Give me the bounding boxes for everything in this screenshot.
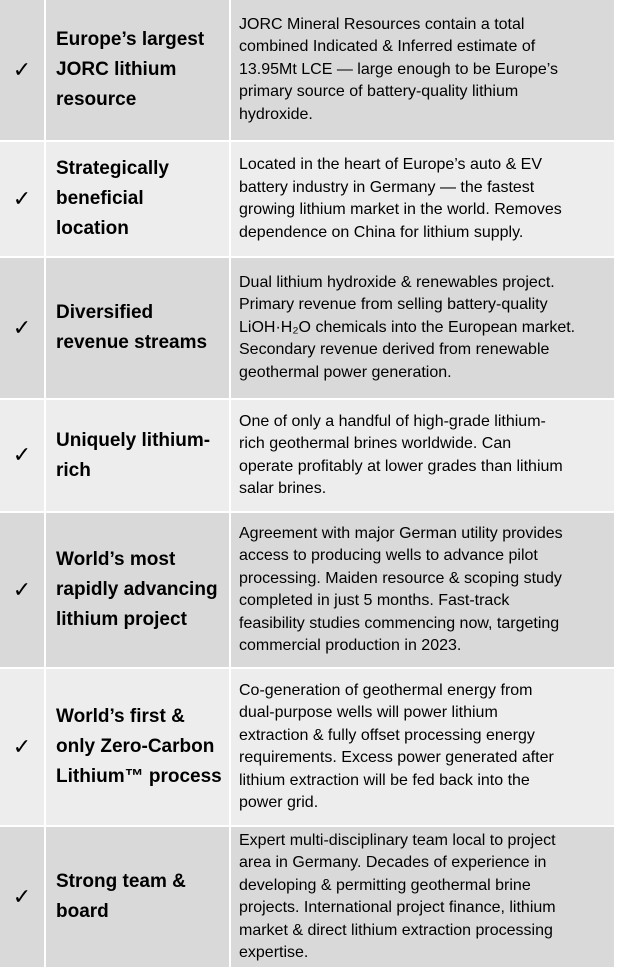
row-description-cell: Expert multi-disciplinary team local to … (231, 827, 614, 967)
row-title-cell: Europe’s largest JORC lithium resource (46, 0, 231, 140)
row-description: Expert multi-disciplinary team local to … (239, 831, 556, 962)
checkmark-icon: ✓ (0, 827, 46, 967)
row-description: Dual lithium hydroxide & renewables proj… (239, 273, 576, 381)
row-title-cell: World’s first & only Zero-Carbon Lithium… (46, 669, 231, 825)
row-title-cell: Uniquely lithium- rich (46, 400, 231, 511)
table-row: ✓ World’s most rapidly advancing lithium… (0, 513, 614, 669)
row-title: World’s first & only Zero-Carbon Lithium… (56, 706, 222, 787)
row-description-cell: JORC Mineral Resources contain a total c… (231, 0, 614, 140)
row-title: Strong team & board (56, 871, 186, 922)
table-row: ✓ Europe’s largest JORC lithium resource… (0, 0, 614, 142)
row-description-cell: Dual lithium hydroxide & renewables proj… (231, 258, 614, 398)
row-title: Uniquely lithium- rich (56, 429, 211, 481)
row-title: Europe’s largest JORC lithium resource (56, 29, 205, 110)
row-title-cell: Strategically beneficial location (46, 142, 231, 256)
checkmark-icon: ✓ (0, 669, 46, 825)
checkmark-icon: ✓ (0, 142, 46, 256)
row-description: Located in the heart of Europe’s auto & … (239, 156, 562, 241)
checkmark-icon: ✓ (0, 513, 46, 667)
table-row: ✓ Diversified revenue streams Dual lithi… (0, 258, 614, 400)
row-description-cell: Co-generation of geothermal energy from … (231, 669, 614, 825)
checkmark-icon: ✓ (0, 0, 46, 140)
row-title: Strategically beneficial location (56, 158, 169, 239)
table-row: ✓ Strong team & board Expert multi-disci… (0, 827, 614, 969)
row-description-cell: One of only a handful of high-grade lith… (231, 400, 614, 511)
row-title: Diversified revenue streams (56, 302, 208, 353)
row-description: One of only a handful of high-grade lith… (239, 412, 563, 498)
row-title-cell: World’s most rapidly advancing lithium p… (46, 513, 231, 667)
row-description-cell: Agreement with major German utility prov… (231, 513, 614, 667)
table-row: ✓ World’s first & only Zero-Carbon Lithi… (0, 669, 614, 827)
row-title-cell: Strong team & board (46, 827, 231, 967)
row-description: JORC Mineral Resources contain a total c… (239, 15, 559, 123)
row-description: Co-generation of geothermal energy from … (239, 681, 554, 812)
checkmark-icon: ✓ (0, 258, 46, 398)
row-title-cell: Diversified revenue streams (46, 258, 231, 398)
table-row: ✓ Uniquely lithium- rich One of only a h… (0, 400, 614, 513)
row-description-cell: Located in the heart of Europe’s auto & … (231, 142, 614, 256)
table-row: ✓ Strategically beneficial location Loca… (0, 142, 614, 258)
row-description: Agreement with major German utility prov… (239, 524, 563, 655)
row-title: World’s most rapidly advancing lithium p… (56, 549, 218, 630)
checkmark-icon: ✓ (0, 400, 46, 511)
